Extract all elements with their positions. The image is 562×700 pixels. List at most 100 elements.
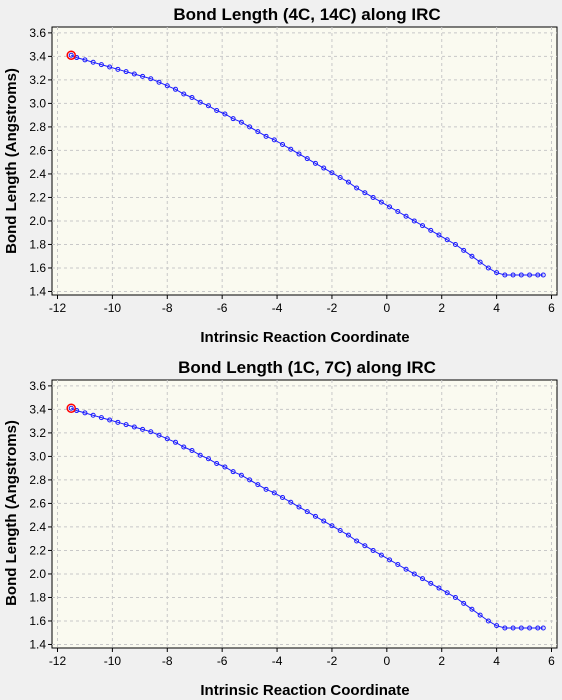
data-point <box>329 523 335 529</box>
data-point <box>90 59 96 65</box>
y-tick-label: 2.0 <box>29 214 46 228</box>
data-point <box>98 62 104 68</box>
chart-svg: Bond Length (4C, 14C) along IRC -12 -10 -8… <box>3 5 558 346</box>
grid-lines <box>52 380 557 648</box>
data-point <box>370 194 376 200</box>
y-tick-label: 2.8 <box>29 473 46 487</box>
data-point <box>540 272 546 278</box>
chart-panel-bond-4c-14c: Bond Length (4C, 14C) along IRC -12 -10 -8… <box>3 5 558 346</box>
data-point <box>494 623 500 629</box>
data-point <box>280 142 286 148</box>
x-tick-label: -4 <box>272 301 283 315</box>
data-point <box>420 223 426 229</box>
data-point <box>271 137 277 143</box>
x-tick-label: -6 <box>217 654 228 668</box>
data-point <box>436 232 442 238</box>
data-point <box>164 83 170 89</box>
x-tick-label: 4 <box>493 301 500 315</box>
x-tick-label: 0 <box>383 301 390 315</box>
data-point <box>510 625 516 631</box>
y-tick-label: 3.0 <box>29 96 46 110</box>
data-point <box>304 156 310 162</box>
data-point <box>411 218 417 224</box>
chart-panel-bond-1c-7c: Bond Length (1C, 7C) along IRC -12 -10 -8-… <box>0 350 562 700</box>
x-tick-label: 2 <box>438 301 445 315</box>
data-point <box>148 76 154 82</box>
y-tick-label: 2.6 <box>29 143 46 157</box>
data-point <box>189 95 195 101</box>
y-tick-label: 3.0 <box>29 449 46 463</box>
y-tick-label: 2.2 <box>29 190 46 204</box>
data-point <box>115 419 121 425</box>
data-point <box>395 562 401 568</box>
data-point <box>535 272 541 278</box>
data-point <box>98 415 104 421</box>
data-point <box>230 116 236 122</box>
data-point <box>469 253 475 259</box>
y-tick-label: 2.6 <box>29 496 46 510</box>
data-series <box>66 50 546 278</box>
data-point <box>321 165 327 171</box>
data-point <box>312 513 318 519</box>
data-point <box>502 625 508 631</box>
data-point <box>535 625 541 631</box>
x-tick-label: 6 <box>548 301 555 315</box>
y-tick-label: 2.8 <box>29 120 46 134</box>
data-point <box>378 552 384 558</box>
data-point <box>181 444 187 450</box>
data-point <box>411 571 417 577</box>
y-tick-label: 3.6 <box>29 379 46 393</box>
y-tick-label: 3.4 <box>29 49 46 63</box>
data-point <box>345 179 351 185</box>
y-axis-label: Bond Length (Angstroms) <box>3 68 20 254</box>
data-point <box>123 69 129 75</box>
data-point <box>205 103 211 109</box>
data-point <box>68 52 74 58</box>
data-point <box>428 580 434 586</box>
x-tick-label: -10 <box>104 301 122 315</box>
data-point <box>518 272 524 278</box>
data-point <box>485 618 491 624</box>
data-point <box>395 209 401 215</box>
y-tick-label: 1.6 <box>29 261 46 275</box>
data-point <box>263 133 269 139</box>
chart-svg: Bond Length (1C, 7C) along IRC -12 -10 -8-… <box>3 358 558 699</box>
data-point <box>485 265 491 271</box>
data-point <box>197 452 203 458</box>
data-point <box>115 66 121 72</box>
data-point <box>387 557 393 563</box>
data-point <box>337 527 343 533</box>
data-point <box>280 495 286 501</box>
data-point <box>378 199 384 205</box>
x-tick-label: -8 <box>162 654 173 668</box>
data-point <box>370 547 376 553</box>
data-point <box>107 417 113 423</box>
data-point <box>173 439 179 445</box>
data-point <box>255 129 261 135</box>
data-point <box>230 469 236 475</box>
data-point <box>288 499 294 505</box>
data-point <box>329 170 335 176</box>
y-tick-label: 1.8 <box>29 237 46 251</box>
y-tick-label: 2.4 <box>29 520 46 534</box>
data-point <box>148 429 154 435</box>
x-tick-label: -8 <box>162 301 173 315</box>
data-point <box>164 436 170 442</box>
data-point <box>403 566 409 572</box>
data-point <box>82 410 88 416</box>
data-point <box>452 241 458 247</box>
highlighted-point <box>66 50 76 60</box>
x-tick-label: -12 <box>49 301 67 315</box>
data-point <box>403 213 409 219</box>
data-point <box>337 174 343 180</box>
data-point <box>469 606 475 612</box>
data-point <box>214 460 220 466</box>
axis-ticks: -12 -10 -8 -6 -4 -2 0 2 4 6 1.4 1.6 1.8 2.0 2.2 2.4 2.6 2… <box>29 379 555 668</box>
x-axis-label: Intrinsic Reaction Coordinate <box>200 682 409 699</box>
x-tick-label: -2 <box>327 301 338 315</box>
data-point <box>255 482 261 488</box>
y-tick-label: 3.6 <box>29 26 46 40</box>
data-point <box>82 57 88 63</box>
data-point <box>444 590 450 596</box>
